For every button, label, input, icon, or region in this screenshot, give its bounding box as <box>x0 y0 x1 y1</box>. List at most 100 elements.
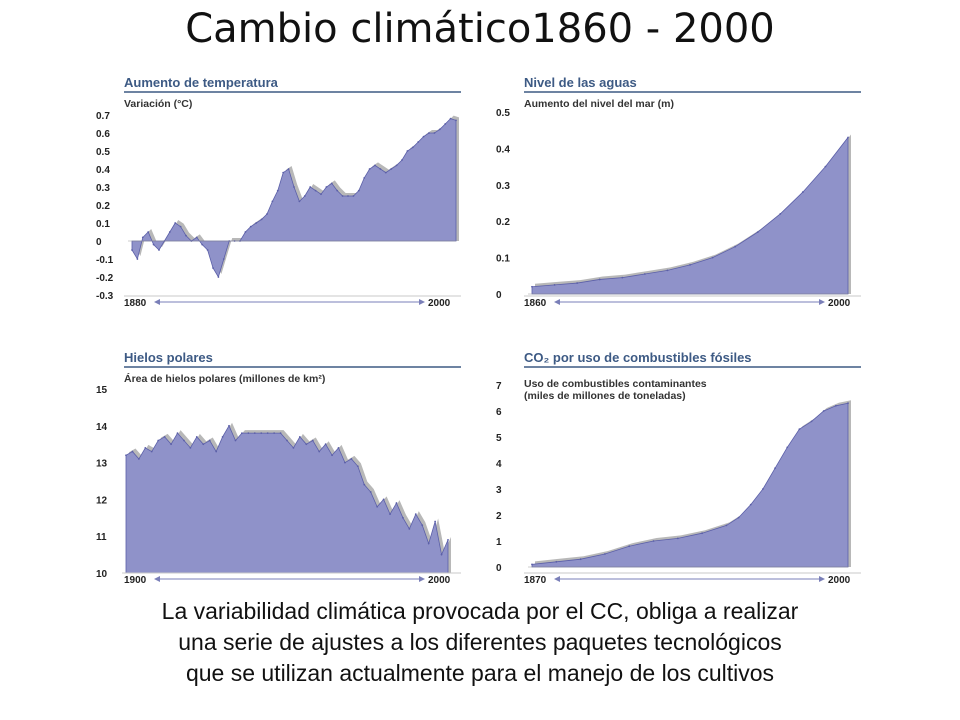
data-point <box>136 258 139 260</box>
data-point <box>531 285 533 288</box>
x-start-label: 1880 <box>124 298 147 309</box>
data-point <box>427 542 430 545</box>
data-point <box>168 231 171 233</box>
chart-title: Hielos polares <box>124 350 213 365</box>
data-point <box>137 458 140 460</box>
data-point <box>298 435 301 438</box>
area-series <box>531 136 849 295</box>
data-point <box>273 432 276 435</box>
data-point <box>141 236 144 239</box>
y-tick-label: 10 <box>96 569 108 580</box>
x-start-label: 1900 <box>124 575 147 586</box>
data-point <box>247 432 250 435</box>
x-end-label: 2000 <box>828 575 851 586</box>
data-point <box>241 432 243 435</box>
sea-level-chart-svg: Nivel de las aguas Aumento del nivel del … <box>496 75 861 309</box>
data-point <box>131 249 133 251</box>
co2-chart-svg: CO₂ por uso de combustibles fósiles Uso d… <box>496 350 861 586</box>
data-point <box>195 435 198 438</box>
data-point <box>163 435 166 438</box>
y-tick-label: 1 <box>496 537 502 548</box>
data-point <box>222 258 225 260</box>
data-point <box>374 164 376 167</box>
data-point <box>212 267 214 269</box>
y-tick-label: 13 <box>96 459 108 470</box>
y-tick-label: 6 <box>496 407 502 418</box>
data-point <box>221 435 224 438</box>
data-point <box>336 189 339 192</box>
data-point <box>244 231 247 233</box>
polar-ice-chart-svg: Hielos polares Área de hielos polares (mi… <box>96 350 461 586</box>
data-point <box>576 282 579 284</box>
data-point <box>408 527 411 530</box>
data-point <box>279 432 282 435</box>
data-point <box>756 231 759 234</box>
data-point <box>553 284 556 286</box>
chart-ylabel-line: Uso de combustibles contaminantes <box>524 378 707 390</box>
data-point <box>234 439 237 442</box>
y-tick-label: 14 <box>96 422 108 433</box>
x-start-label: 1870 <box>524 575 547 586</box>
temperature-chart-svg: Aumento de temperatura Variación (°C) 0.7 0… <box>96 75 461 309</box>
data-point <box>215 450 218 453</box>
caption-line-3: que se utilizan actualmente para el mane… <box>185 660 775 686</box>
x-end-label: 2000 <box>428 575 451 586</box>
data-point <box>390 168 393 170</box>
data-point <box>185 234 187 237</box>
data-point <box>389 513 391 516</box>
data-point <box>303 195 306 197</box>
data-point <box>150 450 153 453</box>
chart-ylabel: Área de hielos polares (millones de km²) <box>124 372 325 385</box>
year-arrow-left <box>554 576 560 582</box>
y-tick-label: 12 <box>96 495 108 506</box>
data-point <box>414 513 417 516</box>
data-point <box>176 432 179 435</box>
chart-title: Nivel de las aguas <box>524 75 637 90</box>
area-series <box>531 402 849 568</box>
data-point <box>737 516 740 519</box>
area-series <box>131 118 457 278</box>
data-point <box>438 128 441 131</box>
y-tick-label: 0.4 <box>496 144 510 155</box>
y-tick-label: -0.1 <box>96 255 114 266</box>
data-point <box>330 182 333 185</box>
data-point <box>341 195 344 197</box>
data-point <box>195 236 198 239</box>
x-start-label: 1860 <box>524 298 547 309</box>
y-tick-label: 15 <box>96 385 108 396</box>
y-tick-label: 0.1 <box>96 219 110 230</box>
data-point <box>433 132 436 134</box>
data-point <box>786 446 789 449</box>
data-point <box>276 189 279 192</box>
data-point <box>421 524 424 527</box>
data-point <box>183 439 185 442</box>
data-point <box>449 117 452 120</box>
data-point <box>762 488 764 490</box>
data-point <box>369 491 372 493</box>
chart-ylabel: Aumento del nivel del mar (m) <box>524 98 674 110</box>
data-point <box>253 432 256 435</box>
data-point <box>292 446 295 449</box>
data-point <box>689 263 691 266</box>
year-arrow-left <box>154 576 160 582</box>
data-point <box>798 428 801 431</box>
y-tick-label: 0.4 <box>96 165 110 176</box>
caption-line-2: una serie de ajustes a los diferentes pa… <box>178 629 782 655</box>
data-point <box>628 545 631 548</box>
data-point <box>666 269 669 272</box>
data-point <box>604 553 606 555</box>
y-tick-label: 0.2 <box>496 217 510 228</box>
x-end-label: 2000 <box>828 298 851 309</box>
data-point <box>801 191 804 193</box>
data-point <box>282 171 285 174</box>
co2-chart: CO₂ por uso de combustibles fósiles Uso d… <box>496 345 866 595</box>
data-point <box>249 225 252 228</box>
chart-ylabel: Variación (°C) <box>124 98 192 110</box>
data-point <box>271 200 274 203</box>
data-point <box>298 200 301 203</box>
data-point <box>422 135 425 138</box>
data-point <box>157 439 160 442</box>
data-point <box>379 168 382 170</box>
data-point <box>314 189 317 192</box>
data-point <box>201 243 204 246</box>
